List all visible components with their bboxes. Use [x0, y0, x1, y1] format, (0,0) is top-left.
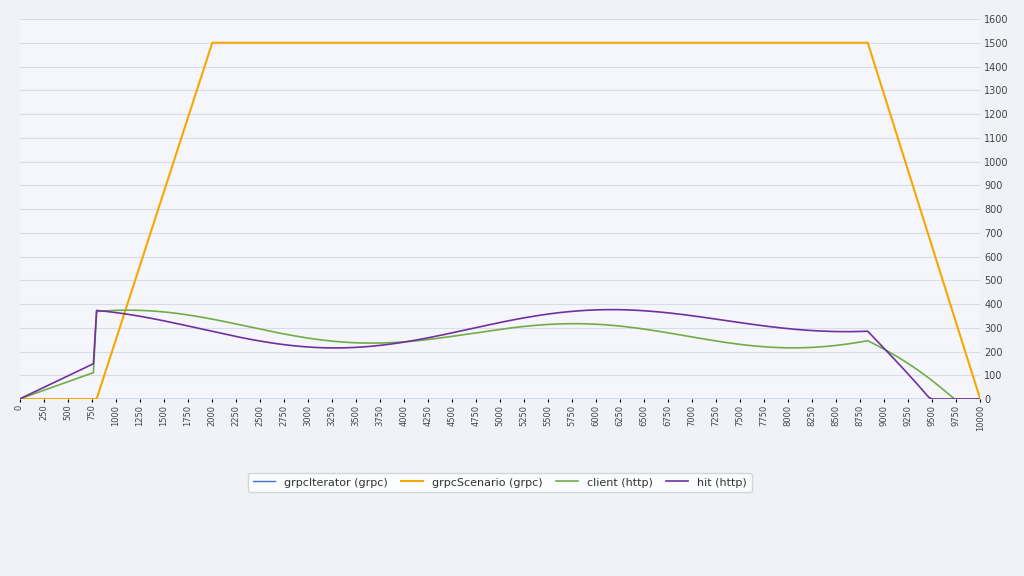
client (http) — [604, 322, 616, 329]
hit (http) — [13, 396, 26, 403]
grpcScenario (grpc) — [826, 39, 839, 46]
grpcIterator (grpc) — [582, 396, 594, 403]
hit (http) — [974, 396, 986, 403]
grpcIterator (grpc) — [13, 396, 26, 403]
grpcScenario (grpc) — [206, 39, 218, 46]
Line: hit (http): hit (http) — [19, 310, 980, 399]
Line: grpcScenario (grpc): grpcScenario (grpc) — [19, 43, 980, 399]
hit (http) — [604, 306, 616, 313]
hit (http) — [601, 306, 613, 313]
grpcIterator (grpc) — [823, 396, 836, 403]
hit (http) — [888, 355, 900, 362]
hit (http) — [582, 307, 594, 314]
grpcIterator (grpc) — [974, 396, 986, 403]
client (http) — [13, 396, 26, 403]
client (http) — [586, 321, 598, 328]
grpcScenario (grpc) — [586, 39, 598, 46]
client (http) — [888, 351, 900, 358]
grpcScenario (grpc) — [13, 396, 26, 403]
hit (http) — [586, 306, 598, 313]
grpcScenario (grpc) — [589, 39, 601, 46]
grpcScenario (grpc) — [604, 39, 616, 46]
grpcScenario (grpc) — [888, 121, 900, 128]
hit (http) — [826, 328, 839, 335]
client (http) — [826, 342, 839, 349]
grpcScenario (grpc) — [974, 396, 986, 403]
grpcIterator (grpc) — [586, 396, 598, 403]
grpcIterator (grpc) — [884, 396, 896, 403]
hit (http) — [16, 394, 29, 401]
client (http) — [974, 396, 986, 403]
client (http) — [589, 321, 601, 328]
grpcIterator (grpc) — [601, 396, 613, 403]
client (http) — [16, 395, 29, 401]
client (http) — [123, 306, 135, 313]
grpcIterator (grpc) — [16, 396, 29, 403]
grpcScenario (grpc) — [16, 396, 29, 403]
Line: client (http): client (http) — [19, 310, 980, 399]
Legend: grpcIterator (grpc), grpcScenario (grpc), client (http), hit (http): grpcIterator (grpc), grpcScenario (grpc)… — [248, 473, 752, 492]
